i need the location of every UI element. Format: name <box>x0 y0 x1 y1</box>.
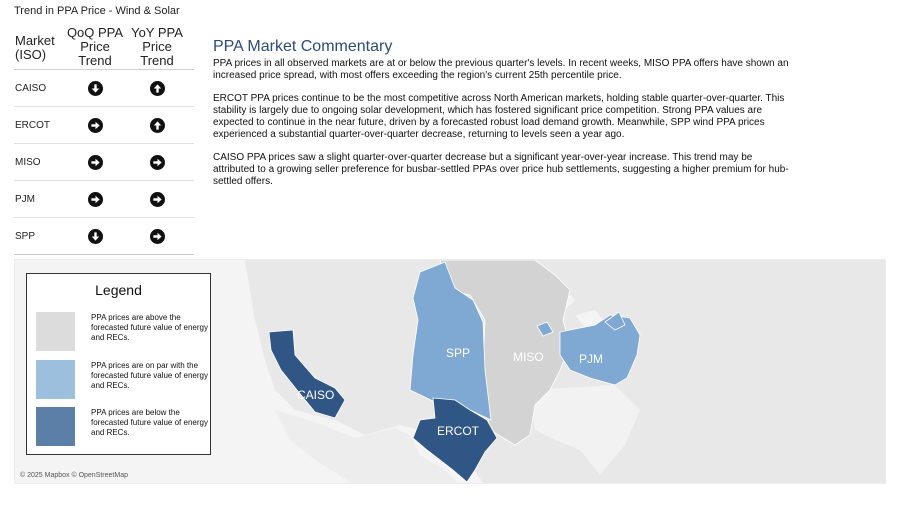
qoq-trend-cell <box>64 191 126 207</box>
commentary-panel: PPA Market Commentary PPA prices in all … <box>213 38 793 199</box>
legend-swatch-par <box>36 360 75 399</box>
arrow-down-icon <box>87 228 103 244</box>
qoq-trend-cell <box>64 80 126 96</box>
yoy-trend-cell <box>126 228 188 244</box>
legend-title: Legend <box>95 282 142 298</box>
region-miso-east[interactable] <box>536 321 554 337</box>
legend-box: Legend PPA prices are above the forecast… <box>26 273 211 455</box>
trend-row: SPP <box>14 218 194 255</box>
map-canvas[interactable]: CAISO ERCOT SPP PJM MISO <box>15 260 886 484</box>
commentary-title: PPA Market Commentary <box>213 38 393 55</box>
legend-swatch-above <box>36 312 75 351</box>
map-label-ercot: ERCOT <box>437 424 480 438</box>
map-label-pjm: PJM <box>579 352 603 366</box>
qoq-header: QoQ PPA Price Trend <box>66 25 124 68</box>
arrow-down-icon <box>87 80 103 96</box>
yoy-trend-cell <box>126 191 188 207</box>
qoq-trend-cell <box>64 117 126 133</box>
qoq-trend-cell <box>64 228 126 244</box>
map-attribution[interactable]: © 2025 Mapbox © OpenStreetMap <box>20 472 128 479</box>
yoy-trend-cell <box>126 117 188 133</box>
region-spp[interactable] <box>409 261 492 421</box>
legend-text-above: PPA prices are above the forecasted futu… <box>91 313 208 342</box>
yoy-trend-cell <box>126 154 188 170</box>
market-header: Market (ISO) <box>15 33 55 62</box>
map-label-miso: MISO <box>513 350 544 364</box>
region-miso[interactable] <box>439 260 571 446</box>
arrow-right-icon <box>87 154 103 170</box>
yoy-trend-cell <box>126 80 188 96</box>
market-name: CAISO <box>15 82 47 94</box>
legend-item-above: PPA prices are above the forecasted futu… <box>36 312 209 351</box>
region-pjm-north[interactable] <box>604 311 626 331</box>
trend-table: Market (ISO) QoQ PPA Price Trend YoY PPA… <box>14 24 194 255</box>
map-label-spp: SPP <box>446 346 470 360</box>
trend-table-header: Market (ISO) QoQ PPA Price Trend YoY PPA… <box>14 24 194 70</box>
region-pjm[interactable] <box>559 314 641 386</box>
legend-text-par: PPA prices are on par with the forecaste… <box>91 361 208 390</box>
market-name: ERCOT <box>15 119 50 131</box>
iso-map[interactable]: CAISO ERCOT SPP PJM MISO Legend PPA pric… <box>14 259 886 484</box>
region-other-southeast <box>530 385 640 475</box>
map-land <box>245 260 885 483</box>
map-mexico <box>275 410 458 483</box>
market-name: MISO <box>15 156 41 168</box>
legend-text-below: PPA prices are below the forecasted futu… <box>91 408 208 437</box>
commentary-paragraph-3: CAISO PPA prices saw a slight quarter-ov… <box>213 151 789 188</box>
legend-item-below: PPA prices are below the forecasted futu… <box>36 407 209 446</box>
arrow-right-icon <box>87 117 103 133</box>
arrow-right-icon <box>87 191 103 207</box>
region-caiso[interactable] <box>268 329 346 419</box>
market-name: PJM <box>15 193 35 205</box>
trend-title: Trend in PPA Price - Wind & Solar <box>14 5 180 17</box>
legend-swatch-below <box>36 407 75 446</box>
arrow-right-icon <box>149 191 165 207</box>
commentary-paragraph-2: ERCOT PPA prices continue to be the most… <box>213 92 785 141</box>
trend-row: PJM <box>14 181 194 218</box>
arrow-up-icon <box>149 117 165 133</box>
market-name: SPP <box>15 230 36 242</box>
commentary-paragraph-1: PPA prices in all observed markets are a… <box>213 58 789 82</box>
trend-row: ERCOT <box>14 107 194 144</box>
region-ercot[interactable] <box>412 397 498 483</box>
yoy-header: YoY PPA Price Trend <box>131 25 183 68</box>
arrow-right-icon <box>149 228 165 244</box>
arrow-up-icon <box>149 80 165 96</box>
arrow-right-icon <box>149 154 165 170</box>
qoq-trend-cell <box>64 154 126 170</box>
legend-item-par: PPA prices are on par with the forecaste… <box>36 360 209 399</box>
map-label-caiso: CAISO <box>297 388 334 402</box>
trend-row: CAISO <box>14 70 194 107</box>
trend-row: MISO <box>14 144 194 181</box>
